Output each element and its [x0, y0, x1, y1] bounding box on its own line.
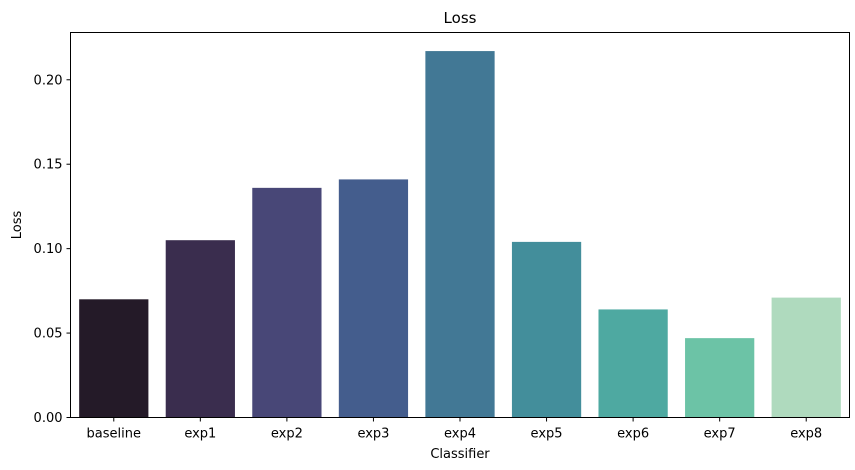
bar-exp8: [771, 297, 841, 418]
x-axis-ticks: baseline exp1 exp2 exp3 exp4 exp5 exp6 exp7 exp8: [87, 417, 822, 442]
x-tick-label: exp1: [184, 427, 216, 442]
bars-group: [79, 51, 841, 418]
bar-exp2: [252, 187, 322, 418]
bar-exp7: [685, 338, 755, 418]
bar-exp6: [598, 309, 668, 418]
x-tick-label: exp8: [790, 427, 822, 442]
x-tick-label: exp2: [271, 427, 303, 442]
x-tick-label: exp7: [704, 427, 736, 442]
x-tick-label: exp5: [531, 427, 563, 442]
x-tick-label: baseline: [87, 427, 141, 442]
x-tick-label: exp6: [617, 427, 649, 442]
bar-baseline: [79, 299, 149, 418]
y-tick-label: 0.00: [34, 411, 63, 426]
x-axis-label: Classifier: [430, 447, 490, 462]
bar-exp4: [425, 51, 495, 418]
y-tick-label: 0.15: [34, 158, 63, 173]
y-tick-label: 0.05: [34, 327, 63, 342]
bar-exp5: [511, 241, 582, 418]
x-tick-label: exp3: [357, 427, 389, 442]
y-tick-label: 0.10: [34, 242, 63, 257]
chart-title: Loss: [444, 9, 477, 27]
plot-frame: [70, 32, 850, 418]
bar-exp1: [165, 240, 235, 418]
y-axis-label: Loss: [10, 211, 25, 240]
x-tick-label: exp4: [444, 427, 476, 442]
bar-exp3: [338, 179, 409, 418]
y-tick-label: 0.20: [34, 73, 63, 88]
y-axis-ticks: 0.00 0.05 0.10 0.15 0.20: [34, 73, 71, 426]
